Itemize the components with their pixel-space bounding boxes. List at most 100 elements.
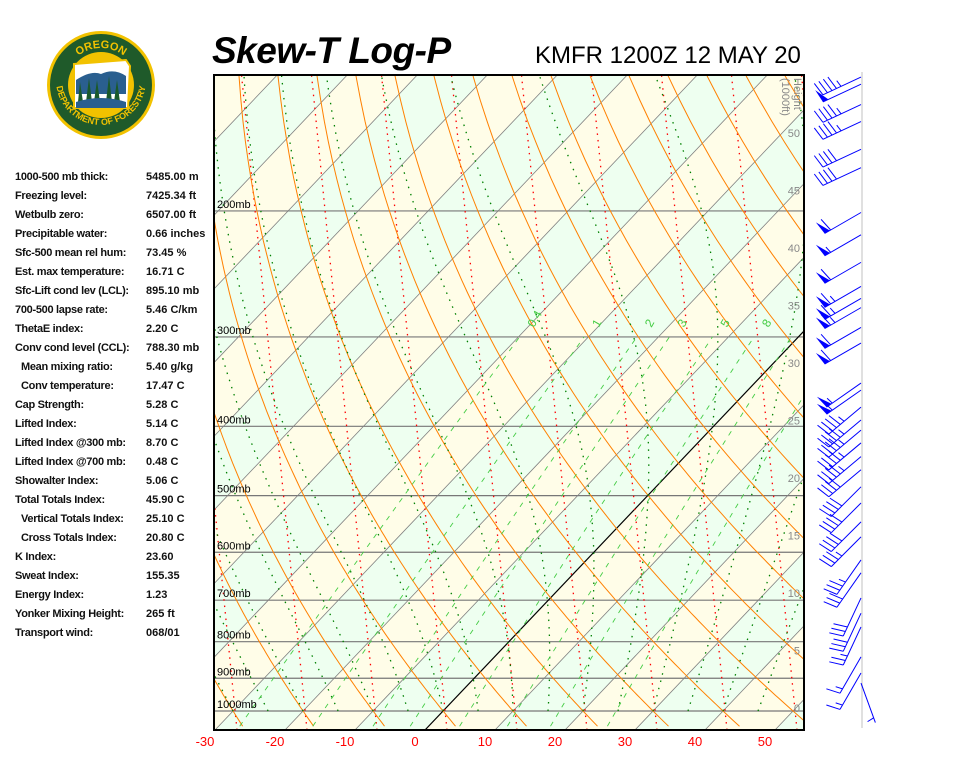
- wind-barb: [819, 536, 862, 568]
- wind-barb: [815, 285, 862, 308]
- pressure-label: 500mb: [217, 484, 251, 496]
- wind-barb: [813, 167, 862, 186]
- wind-barb-staff: [822, 148, 862, 168]
- station-time-label: KMFR 1200Z 12 MAY 20: [535, 42, 801, 69]
- wind-barb-staff: [828, 429, 862, 458]
- index-value: 155.35: [146, 570, 180, 582]
- index-value: 16.71 C: [146, 266, 185, 278]
- dry-adiabat-line: [511, 75, 804, 540]
- wind-barb-full: [831, 627, 846, 632]
- wind-barb: [860, 682, 876, 723]
- isotherm-line: [214, 109, 804, 730]
- index-label: K Index:: [15, 551, 56, 563]
- index-value: 788.30 mb: [146, 342, 200, 354]
- wind-barb: [816, 389, 862, 415]
- wind-barb-full: [829, 497, 843, 507]
- wind-barb-full: [817, 474, 830, 485]
- isotherm-line: [214, 75, 348, 216]
- x-tick-label: 20: [548, 734, 562, 749]
- wind-barb-half: [838, 416, 845, 422]
- index-value: 6507.00 ft: [146, 209, 197, 221]
- wind-barb-full: [822, 123, 833, 136]
- index-label: 1000-500 mb thick:: [15, 171, 109, 183]
- chart-title: Skew-T Log-P: [212, 30, 451, 71]
- index-label: 700-500 lapse rate:: [15, 304, 108, 316]
- index-label: Total Totals Index:: [15, 494, 105, 506]
- dry-adiabat-line: [394, 75, 804, 722]
- wind-barb-full: [829, 661, 844, 666]
- wind-barb-full: [820, 349, 832, 361]
- wind-barb-full: [827, 104, 837, 117]
- oregon-department-of-forestry-logo: OREGON DEPARTMENT OF FORESTRY: [47, 31, 155, 139]
- index-value: 5.06 C: [146, 475, 179, 487]
- pressure-label: 700mb: [217, 588, 251, 600]
- mixing-ratio-line: [239, 336, 520, 727]
- mixing-ratio-line: [507, 336, 755, 727]
- red-dotted-line: [800, 75, 804, 107]
- wind-barb-full: [822, 106, 833, 119]
- wind-barb-full: [829, 632, 844, 637]
- dry-adiabat-line: [925, 52, 960, 726]
- isotherm-line: [0, 75, 67, 730]
- wind-barb-full: [822, 504, 836, 514]
- height-tick-label: 45: [788, 186, 800, 198]
- index-value: 7425.34 ft: [146, 190, 197, 202]
- plot-area: [0, 52, 960, 730]
- dry-adiabat-line: [238, 75, 527, 727]
- dry-adiabat-line: [887, 52, 960, 726]
- wind-barb-full: [818, 171, 828, 184]
- index-value: 1.23: [146, 589, 168, 601]
- pressure-label: 200mb: [217, 199, 251, 211]
- wind-barb-staff: [842, 626, 862, 666]
- isotherm-line: [214, 75, 558, 437]
- wind-barb-full: [829, 532, 843, 542]
- wind-barb-full: [826, 597, 840, 604]
- wind-barb-full: [828, 464, 841, 475]
- wind-barb: [823, 572, 862, 608]
- isotherm-line: [214, 75, 488, 364]
- wind-barb-staff: [830, 521, 862, 552]
- wind-barb-pennant: [815, 272, 830, 284]
- index-label: Freezing level:: [15, 190, 87, 202]
- wind-barb-pennant: [815, 296, 830, 308]
- index-label: Est. max temperature:: [15, 266, 125, 278]
- wind-barb-full: [824, 441, 837, 452]
- wind-barb-full: [824, 454, 837, 464]
- index-label: Lifted Index @300 mb:: [15, 437, 126, 449]
- wind-barb-full: [823, 588, 838, 595]
- wind-barb-staff: [860, 682, 876, 723]
- wind-barb-half: [826, 404, 833, 411]
- dry-adiabat-line: [628, 75, 804, 359]
- x-tick-label: 50: [758, 734, 772, 749]
- index-label: Lifted Index @700 mb:: [15, 456, 126, 468]
- index-value: 5.28 C: [146, 399, 179, 411]
- index-value: 5485.00 m: [146, 171, 199, 183]
- dry-adiabat-line: [810, 52, 960, 726]
- wind-barb-full: [820, 304, 832, 317]
- wind-barb-full: [831, 656, 846, 661]
- wind-barb-pennant: [815, 244, 830, 256]
- wind-barb: [813, 104, 862, 123]
- index-value: 20.80 C: [146, 532, 185, 544]
- wind-barb-staff: [824, 307, 862, 330]
- index-value: 17.47 C: [146, 380, 185, 392]
- height-tick-label: 5: [794, 646, 800, 658]
- wind-barb-full: [820, 268, 832, 281]
- dry-adiabat-line: [214, 553, 314, 727]
- wind-barb-full: [822, 520, 836, 530]
- height-tick-label: 30: [788, 358, 800, 370]
- wind-barb-full: [818, 125, 828, 138]
- dry-adiabat-line: [277, 75, 598, 727]
- wind-barb-full: [819, 558, 832, 568]
- index-label: Wetbulb zero:: [15, 209, 84, 221]
- mixing-ratio-line: [607, 394, 804, 727]
- isotherm-line: [494, 404, 804, 730]
- wind-barb-half: [829, 316, 836, 323]
- wind-barb: [816, 382, 862, 408]
- wind-barb: [829, 597, 862, 637]
- pressure-label: 900mb: [217, 666, 251, 678]
- pressure-label: 300mb: [217, 325, 251, 337]
- wind-barb-staff: [842, 597, 862, 637]
- wind-barb-full: [821, 457, 833, 468]
